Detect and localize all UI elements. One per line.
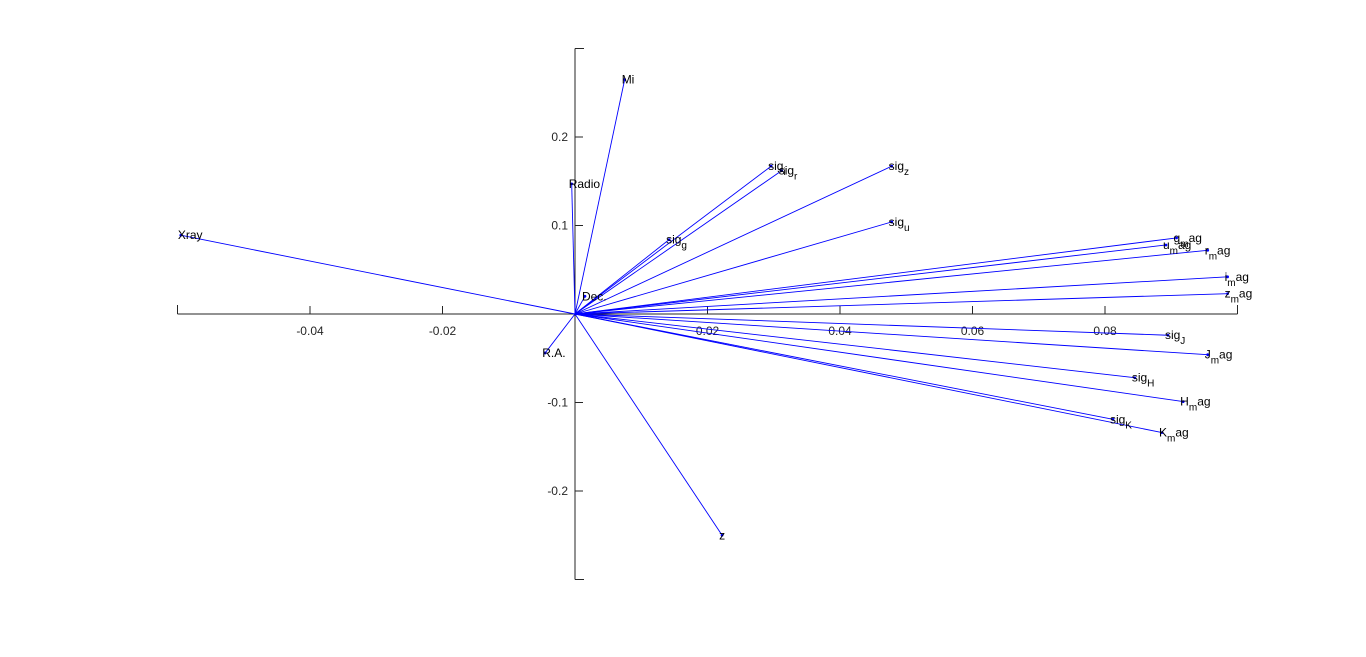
vector-endpoint (583, 294, 587, 298)
x-tick-label: 0.02 (696, 324, 720, 338)
axes-layer: -0.04-0.020.020.040.060.080.20.1-0.1-0.2 (177, 48, 1238, 580)
vector-line (574, 293, 1228, 315)
vector-label: sigr (779, 164, 798, 183)
vector-line (571, 183, 576, 315)
vector-endpoint (179, 233, 183, 237)
vector-endpoint (780, 169, 784, 173)
vector-label: imag (1225, 270, 1249, 289)
vector-label: sigJ (1165, 328, 1185, 347)
vector-endpoint (1175, 236, 1178, 240)
vector-line (574, 79, 626, 315)
vector-line (574, 165, 772, 315)
vector-line (574, 249, 1208, 315)
vector-label: umag (1163, 238, 1191, 257)
vector-label: gmag (1174, 231, 1202, 250)
vector-endpoint (1164, 243, 1168, 247)
vector-label: Kmag (1159, 426, 1189, 445)
vector-line (574, 313, 1163, 434)
vector-endpoint (720, 533, 724, 537)
x-tick-label: -0.04 (296, 324, 324, 338)
vector-endpoint (890, 220, 894, 224)
vector-line (574, 313, 723, 536)
vector-label: Mi (622, 72, 635, 86)
vector-endpoint (1181, 400, 1185, 404)
x-tick-label: -0.02 (429, 324, 457, 338)
vector-label: Dec. (582, 289, 607, 303)
vector-endpoint (769, 164, 773, 168)
vector-label: R.A. (542, 346, 565, 360)
vector-endpoint (1111, 417, 1115, 421)
vector-label: sigi (768, 159, 786, 178)
vector-label: sigg (666, 233, 687, 252)
vector-line (574, 170, 782, 315)
x-tick-label: 0.06 (961, 324, 985, 338)
y-tick-label: -0.2 (547, 484, 568, 498)
vector-endpoint (890, 164, 894, 168)
vector-endpoint (667, 238, 671, 242)
vector-label: zmag (1225, 287, 1253, 306)
vector-label: rmag (1205, 243, 1231, 262)
vector-endpoint (1206, 248, 1210, 252)
vector-line (574, 237, 1177, 315)
vector-line (574, 239, 670, 315)
vector-line (574, 165, 892, 315)
vector-line (574, 313, 1208, 356)
vector-endpoint (1166, 333, 1170, 337)
vector-line (574, 313, 1135, 379)
vector-label: z (719, 528, 725, 542)
vector-line (574, 221, 892, 315)
y-tick-label: 0.1 (551, 219, 568, 233)
vector-layer (179, 78, 1229, 537)
vector-label: Hmag (1180, 395, 1210, 414)
vector-endpoint (1226, 275, 1229, 279)
vector-endpoint (543, 351, 547, 355)
vector-label: sigz (889, 159, 909, 178)
vector-line (574, 313, 1184, 403)
vector-endpoint (570, 182, 574, 186)
vector-line (574, 313, 1168, 336)
vector-line (180, 234, 576, 315)
vector-label: Xray (178, 228, 203, 242)
vector-line (574, 244, 1167, 315)
vector-line (574, 313, 1114, 420)
vector-endpoint (1160, 431, 1164, 434)
vector-endpoint (623, 78, 627, 81)
vector-line (544, 313, 576, 354)
vector-endpoint (1206, 353, 1210, 357)
vector-line (574, 296, 586, 315)
vector-label: Radio (569, 177, 601, 191)
x-tick-label: 0.08 (1093, 324, 1117, 338)
vector-label: sigK (1110, 412, 1132, 431)
vector-label: sigu (889, 215, 910, 234)
vector-endpoint (1133, 376, 1137, 380)
vector-endpoint (1226, 292, 1229, 296)
y-tick-label: 0.2 (551, 130, 568, 144)
y-tick-label: -0.1 (547, 396, 568, 410)
vector-label: sigH (1132, 371, 1155, 390)
vector-label: Jmag (1205, 348, 1233, 367)
vector-line (574, 276, 1228, 315)
